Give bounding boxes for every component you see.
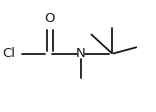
Text: N: N [76,47,86,60]
Text: Cl: Cl [3,47,16,60]
Text: O: O [45,12,55,25]
